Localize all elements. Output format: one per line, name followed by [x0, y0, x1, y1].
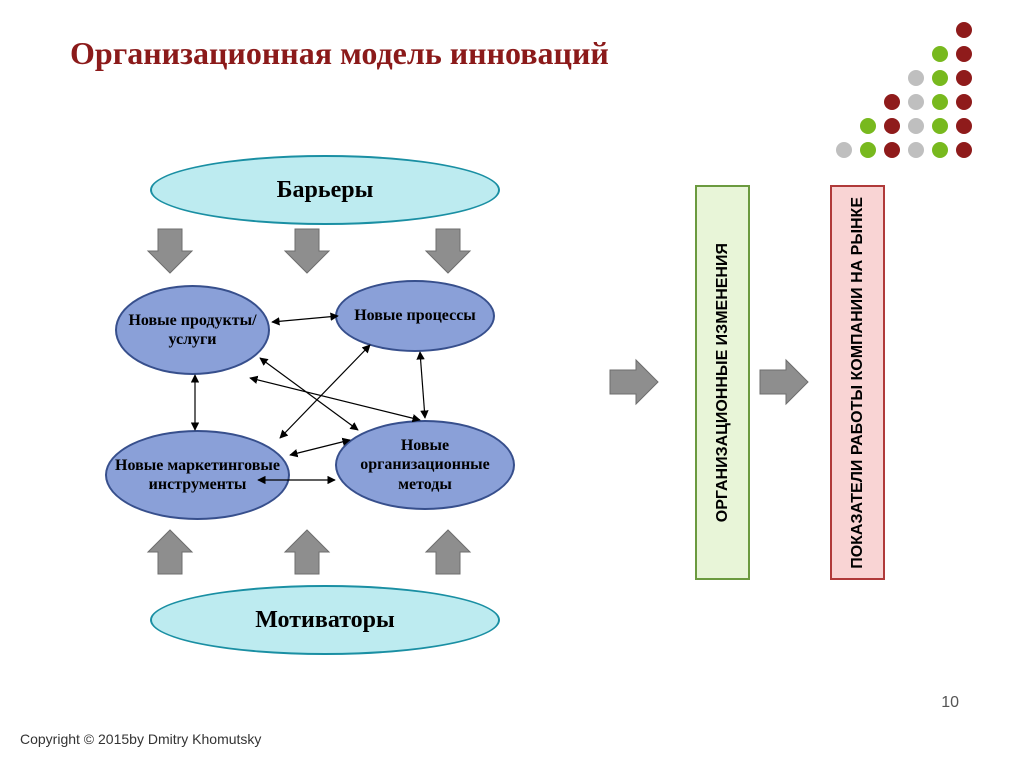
node-new-org-methods: Новые организационные методы — [335, 420, 515, 510]
node-new-processes: Новые процессы — [335, 280, 495, 352]
decorative-dot-grid — [834, 20, 994, 180]
node-new-processes-label: Новые процессы — [354, 306, 476, 325]
indicators-box: ПОКАЗАТЕЛИ РАБОТЫ КОМПАНИИ НА РЫНКЕ — [830, 185, 885, 580]
org-change-label: ОРГАНИЗАЦИОННЫЕ ИЗМЕНЕНИЯ — [714, 243, 732, 522]
barriers-label: Барьеры — [277, 177, 374, 204]
org-change-box: ОРГАНИЗАЦИОННЫЕ ИЗМЕНЕНИЯ — [695, 185, 750, 580]
barriers-ellipse: Барьеры — [150, 155, 500, 225]
copyright-text: Copyright © 2015by Dmitry Khomutsky — [20, 731, 261, 747]
page-number: 10 — [941, 694, 959, 712]
node-new-org-methods-label: Новые организационные методы — [337, 436, 513, 494]
node-new-products: Новые продукты/ услуги — [115, 285, 270, 375]
slide-title: Организационная модель инноваций — [70, 35, 609, 72]
motivators-label: Мотиваторы — [255, 607, 395, 634]
node-new-marketing-label: Новые маркетинговые инструменты — [107, 456, 288, 494]
motivators-ellipse: Мотиваторы — [150, 585, 500, 655]
node-new-products-label: Новые продукты/ услуги — [117, 311, 268, 349]
indicators-label: ПОКАЗАТЕЛИ РАБОТЫ КОМПАНИИ НА РЫНКЕ — [849, 197, 867, 569]
node-new-marketing: Новые маркетинговые инструменты — [105, 430, 290, 520]
